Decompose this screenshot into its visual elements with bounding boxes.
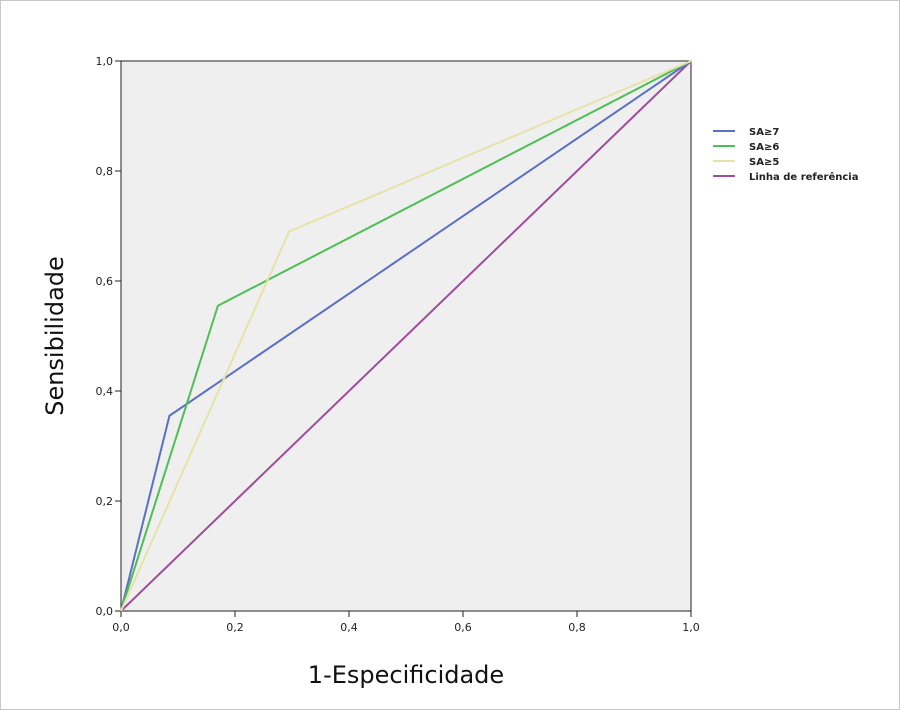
y-tick-label: 0,6	[96, 275, 114, 288]
x-tick-label: 1,0	[682, 621, 700, 634]
x-tick-label: 0,6	[454, 621, 472, 634]
axes: 0,0 0,2 0,4 0,6 0,8 1,0 0,0 0,2 0,4 0,6 0,8 1,0	[96, 55, 700, 634]
y-tick-label: 0,8	[96, 165, 114, 178]
legend-label: SA≥7	[749, 127, 779, 138]
series-line-2	[120, 60, 692, 612]
legend: SA≥7 SA≥6 SA≥5 Linha de referência	[713, 127, 858, 183]
y-tick-label: 0,4	[96, 385, 114, 398]
series-line-1	[120, 60, 692, 612]
x-tick-label: 0,4	[340, 621, 358, 634]
series-line-3	[120, 60, 692, 612]
legend-label: SA≥5	[749, 157, 779, 168]
series-line-4	[120, 60, 692, 612]
x-tick-label: 0,8	[568, 621, 586, 634]
y-tick-label: 0,2	[96, 495, 114, 508]
y-tick-label: 1,0	[96, 55, 114, 68]
x-tick-label: 0,2	[226, 621, 244, 634]
legend-label: Linha de referência	[749, 171, 858, 183]
x-tick-label: 0,0	[112, 621, 130, 634]
y-axis-title: Sensibilidade	[41, 256, 69, 416]
x-axis-title: 1-Especificidade	[308, 661, 504, 689]
series-lines	[120, 60, 692, 612]
legend-label: SA≥6	[749, 142, 779, 153]
y-tick-label: 0,0	[96, 605, 114, 618]
